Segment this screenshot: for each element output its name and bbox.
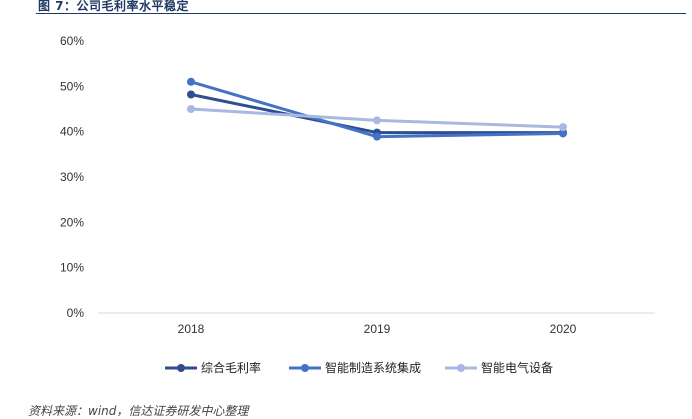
data-point <box>187 105 195 113</box>
y-axis-ticks: 0% 10% 20% 30% 40% 50% 60% <box>60 34 84 320</box>
legend-swatch-marker <box>457 364 465 372</box>
data-point <box>373 116 381 125</box>
figure-title: 图 7：公司毛利率水平稳定 <box>38 0 190 13</box>
y-tick-label: 60% <box>60 34 84 48</box>
y-tick-label: 50% <box>60 79 84 93</box>
title-divider <box>36 13 686 14</box>
series-lines <box>187 77 567 141</box>
legend: 综合毛利率 智能制造系统集成 智能电气设备 <box>165 360 553 375</box>
source-note: 资料来源：wind，信达证券研发中心整理 <box>28 404 249 418</box>
data-point <box>373 132 381 141</box>
legend-label: 智能制造系统集成 <box>325 360 421 375</box>
y-tick-label: 0% <box>67 306 85 320</box>
y-tick-label: 40% <box>60 125 84 139</box>
data-point <box>559 129 567 138</box>
x-axis-ticks: 2018 2019 2020 <box>178 322 577 336</box>
x-tick-label: 2020 <box>550 322 577 336</box>
data-point <box>187 90 195 99</box>
legend-label: 综合毛利率 <box>201 360 261 375</box>
data-point <box>559 123 567 132</box>
legend-swatch-marker <box>177 364 185 372</box>
y-tick-label: 30% <box>60 170 84 184</box>
y-tick-label: 20% <box>60 215 84 229</box>
legend-label: 智能电气设备 <box>481 360 553 375</box>
x-tick-label: 2018 <box>178 322 205 336</box>
data-point <box>187 77 195 86</box>
series-line <box>190 80 564 139</box>
y-tick-label: 10% <box>60 261 84 275</box>
x-tick-label: 2019 <box>364 322 391 336</box>
legend-swatch-marker <box>301 364 309 372</box>
